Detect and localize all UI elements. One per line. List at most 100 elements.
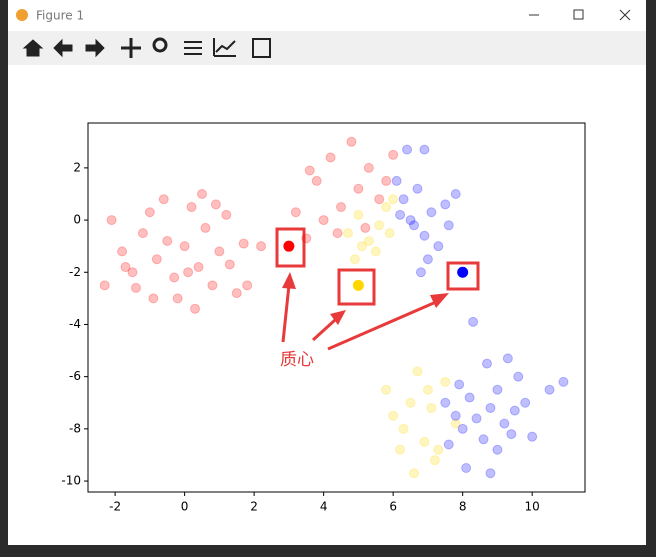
toolbar (8, 31, 646, 65)
scatter-point (151, 254, 162, 265)
scatter-point (409, 468, 420, 479)
scatter-point (169, 272, 180, 283)
y-tick-label: -10 (61, 474, 81, 488)
y-tick-label: 2 (73, 160, 81, 174)
scatter-point (183, 267, 194, 278)
scatter-point (433, 444, 444, 455)
scatter-point (481, 358, 492, 369)
scatter-point (520, 397, 531, 408)
maximize-button[interactable] (573, 9, 584, 20)
scatter-point (231, 288, 242, 299)
arrow-head (430, 293, 449, 308)
scatter-point (214, 246, 225, 257)
scatter-point (412, 183, 423, 194)
scatter-point (384, 228, 395, 239)
scatter-point (190, 303, 201, 314)
scatter-point (471, 413, 482, 424)
window-frame (8, 0, 646, 545)
forward-button[interactable] (85, 38, 105, 58)
scatter-point (179, 241, 190, 252)
back-button[interactable] (53, 38, 73, 58)
scatter-point (415, 267, 426, 278)
x-tick-label: 8 (459, 500, 467, 514)
scatter-point (356, 241, 367, 252)
scatter-point (485, 402, 496, 413)
scatter-point (318, 215, 329, 226)
scatter-point (325, 152, 336, 163)
scatter-point (527, 431, 538, 442)
pan-button[interactable] (121, 38, 141, 58)
scatter-point (395, 444, 406, 455)
scatter-point (117, 246, 128, 257)
scatter-point (409, 220, 420, 231)
y-tick-label: -6 (69, 369, 81, 383)
edit-button[interactable] (213, 38, 236, 57)
scatter-point (450, 410, 461, 421)
scatter-point (342, 228, 353, 239)
scatter-point (130, 282, 141, 293)
home-button[interactable] (22, 39, 44, 57)
scatter-point (461, 462, 472, 473)
zoom-button[interactable] (152, 37, 168, 53)
scatter-point (374, 194, 385, 205)
scatter-point (336, 202, 347, 213)
window-title: Figure 1 (36, 9, 84, 23)
scatter-point (398, 194, 409, 205)
scatter-point (346, 136, 357, 147)
scatter-point (311, 175, 322, 186)
scatter-point (363, 235, 374, 246)
scatter-point (162, 235, 173, 246)
scatter-point (426, 207, 437, 218)
highlight-box (275, 227, 306, 268)
scatter-point (388, 194, 399, 205)
x-tick-label: 6 (389, 500, 397, 514)
arrow (281, 284, 291, 343)
scatter-point (492, 384, 503, 395)
scatter-point (492, 444, 503, 455)
app-icon (16, 9, 28, 21)
scatter-point (502, 353, 513, 364)
centroid-point (283, 240, 295, 252)
scatter-point (242, 280, 253, 291)
configure-button[interactable] (184, 41, 202, 55)
scatter-point (256, 241, 267, 252)
scatter-point (120, 262, 131, 273)
scatter-point (148, 293, 159, 304)
scatter-point (196, 188, 207, 199)
scatter-point (440, 397, 451, 408)
centroid-point (352, 279, 364, 291)
scatter-point (374, 220, 385, 231)
scatter-point (353, 183, 364, 194)
scatter-point (99, 280, 110, 291)
y-tick-label: -4 (69, 317, 81, 331)
scatter-point (544, 384, 555, 395)
scatter-point (353, 209, 364, 220)
scatter-point (468, 316, 479, 327)
scatter-point (450, 418, 461, 429)
scatter-point (440, 376, 451, 387)
highlight-box (337, 268, 376, 306)
scatter-point (395, 209, 406, 220)
scatter-point (381, 384, 392, 395)
scatter-point (433, 241, 444, 252)
scatter-point (172, 293, 183, 304)
y-tick-label: -8 (69, 421, 81, 435)
x-tick-label: 4 (320, 500, 328, 514)
scatter-point (200, 222, 211, 233)
scatter-point (137, 228, 148, 239)
scatter-point (186, 202, 197, 213)
scatter-point (304, 165, 315, 176)
save-button[interactable] (252, 38, 271, 58)
scatter-point (388, 410, 399, 421)
scatter-point (405, 215, 416, 226)
scatter-point (238, 238, 249, 249)
close-button[interactable] (619, 9, 631, 21)
scatter-point (402, 144, 413, 155)
scatter-point (290, 207, 301, 218)
arrow-head (330, 310, 346, 325)
scatter-point (370, 246, 381, 257)
scatter-point (419, 230, 430, 241)
scatter-point (429, 455, 440, 466)
arrow (311, 318, 337, 342)
